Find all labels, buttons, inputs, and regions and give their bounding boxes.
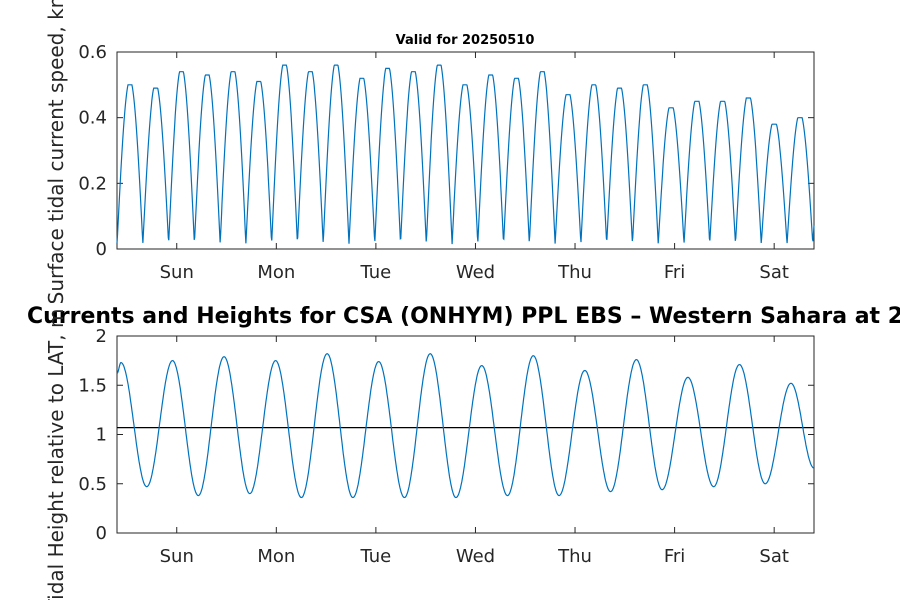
- current-speed-y-ticks: 0 0.2 0.4 0.6: [78, 42, 814, 260]
- tidal-height-y-ticks: 0 0.5 1 1.5 2: [78, 326, 814, 544]
- current-speed-y-tick-label: 0.2: [78, 173, 107, 194]
- tidal-height-y-tick-label: 1: [96, 425, 107, 446]
- tidal-height-x-tick-label: Mon: [257, 546, 295, 567]
- current-speed-x-ticks: Sun Mon Tue Wed Thu Fri Sat: [160, 52, 789, 283]
- tidal-height-x-tick-label: Thu: [557, 546, 592, 567]
- current-speed-x-tick-label: Tue: [360, 262, 392, 283]
- tidal-height-line: [116, 353, 815, 499]
- tidal-height-x-tick-label: Wed: [456, 546, 495, 567]
- current-speed-x-tick-label: Thu: [557, 262, 592, 283]
- current-speed-x-tick-label: Mon: [257, 262, 295, 283]
- current-speed-title: Valid for 20250510: [396, 33, 535, 48]
- current-speed-x-tick-label: Wed: [456, 262, 495, 283]
- tidal-height-x-tick-label: Fri: [664, 546, 685, 567]
- tidal-height-plot-area: [116, 335, 815, 534]
- tidal-height-y-tick-label: 2: [96, 326, 107, 347]
- tidal-height-x-tick-label: Tue: [360, 546, 392, 567]
- tidal-height-title: Currents and Heights for CSA (ONHYM) PPL…: [27, 304, 900, 329]
- current-speed-x-tick-label: Sat: [759, 262, 789, 283]
- current-speed-x-tick-label: Fri: [664, 262, 685, 283]
- tidal-height-x-ticks: Sun Mon Tue Wed Thu Fri Sat: [160, 336, 789, 567]
- current-speed-panel: Valid for 20250510 Surface tidal current…: [44, 0, 815, 304]
- current-speed-line: [116, 64, 815, 245]
- tidal-height-panel: Currents and Heights for CSA (ONHYM) PPL…: [27, 304, 900, 600]
- tidal-height-y-axis-label: Tidal Height relative to LAT, m: [44, 309, 68, 600]
- current-speed-x-tick-label: Sun: [160, 262, 194, 283]
- tidal-height-y-tick-label: 0.5: [78, 474, 107, 495]
- current-speed-y-tick-label: 0: [96, 239, 107, 260]
- tidal-height-x-tick-label: Sun: [160, 546, 194, 567]
- current-speed-y-tick-label: 0.4: [78, 108, 107, 129]
- tidal-height-y-tick-label: 1.5: [78, 375, 107, 396]
- tidal-height-y-tick-label: 0: [96, 523, 107, 544]
- current-speed-y-axis-label: Surface tidal current speed, kn: [44, 0, 68, 304]
- current-speed-y-tick-label: 0.6: [78, 42, 107, 63]
- tidal-height-x-tick-label: Sat: [759, 546, 789, 567]
